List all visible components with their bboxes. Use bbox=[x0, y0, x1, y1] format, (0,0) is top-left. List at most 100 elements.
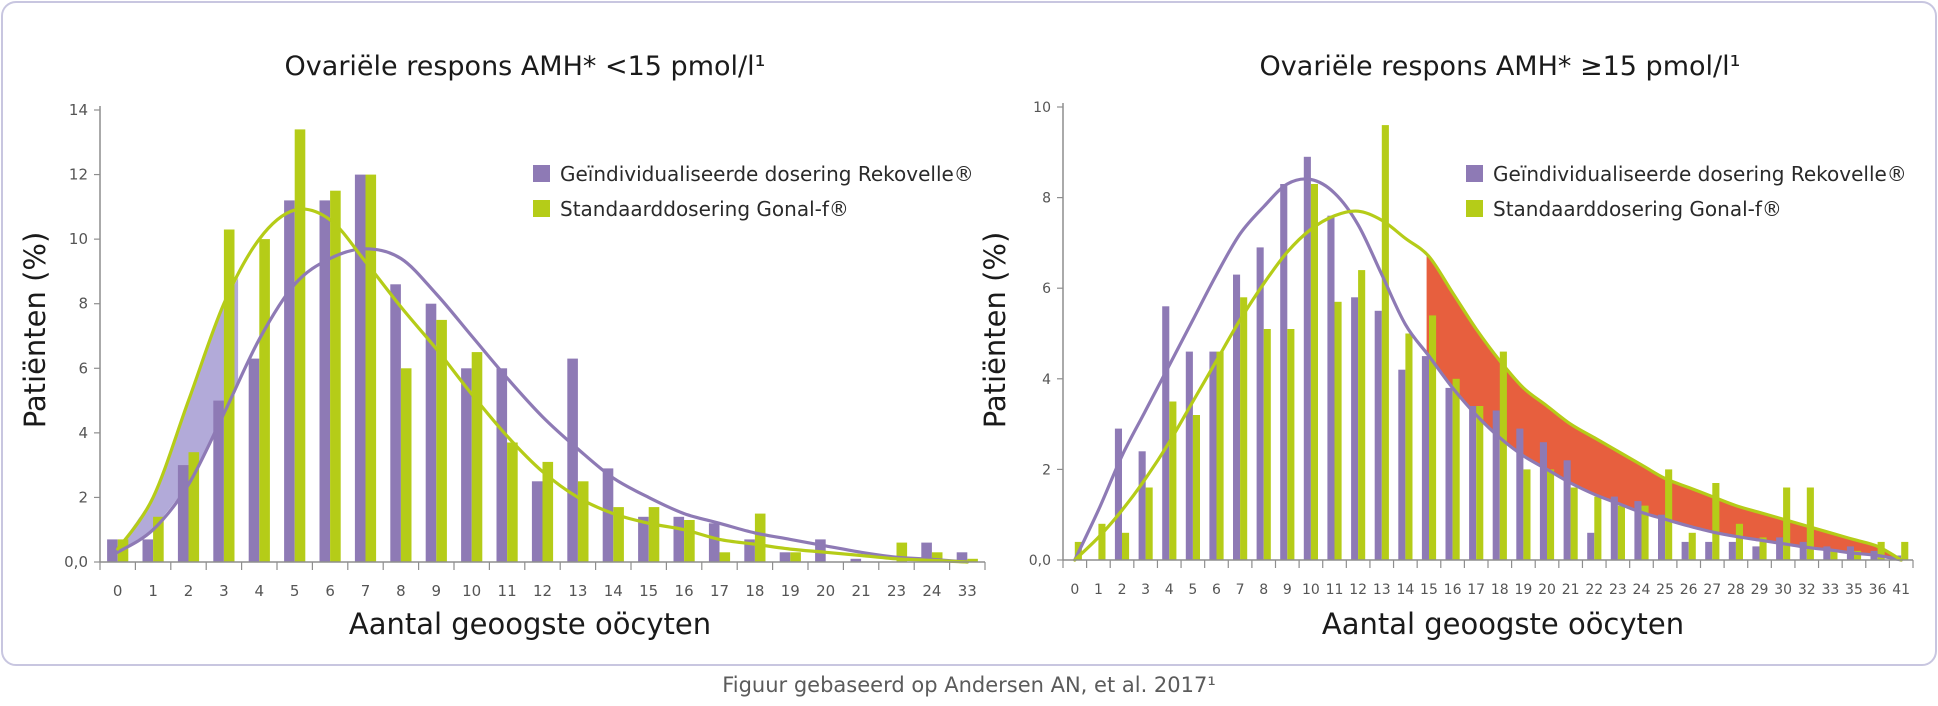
bar-rekovelle-6 bbox=[1209, 351, 1217, 560]
x-axis-label: Aantal geoogste oöcyten bbox=[349, 607, 711, 641]
bar-gonal-f-33 bbox=[967, 558, 978, 562]
bar-gonal-f-10 bbox=[1310, 184, 1318, 560]
bar-gonal-f-25 bbox=[1665, 469, 1673, 560]
chart-panel-amh-high: Ovariële respons AMH* ≥15 pmol/l¹ Patiën… bbox=[978, 51, 1914, 641]
bar-rekovelle-26 bbox=[1681, 541, 1689, 560]
shaded-difference-area bbox=[1426, 254, 1902, 560]
bar-rekovelle-29 bbox=[1752, 546, 1760, 560]
bar-gonal-f-6 bbox=[330, 190, 341, 562]
bar-gonal-f-2 bbox=[188, 452, 200, 562]
legend-label-gonal-f: Standaarddosering Gonal-f® bbox=[1493, 197, 1782, 221]
y-axis-label: Patiënten (%) bbox=[18, 232, 52, 429]
bar-rekovelle-4 bbox=[1162, 306, 1170, 560]
x-tick-label: 6 bbox=[1212, 582, 1221, 598]
bar-gonal-f-8 bbox=[1263, 329, 1271, 560]
legend-swatch-rekovelle bbox=[1466, 165, 1483, 182]
bar-rekovelle-9 bbox=[425, 303, 437, 562]
x-tick-label: 18 bbox=[1491, 582, 1509, 598]
bar-gonal-f-9 bbox=[436, 319, 447, 562]
y-tick-label: 8 bbox=[78, 295, 88, 313]
x-tick-label: 5 bbox=[290, 582, 300, 600]
x-tick-label: 15 bbox=[639, 582, 658, 600]
x-tick-label: 10 bbox=[462, 582, 481, 600]
x-tick-label: 8 bbox=[396, 582, 406, 600]
bar-gonal-f-36 bbox=[1877, 541, 1885, 560]
x-tick-label: 24 bbox=[922, 582, 941, 600]
bar-rekovelle-5 bbox=[1185, 351, 1193, 560]
x-tick-label: 13 bbox=[1373, 582, 1391, 598]
bar-rekovelle-8 bbox=[1256, 247, 1264, 560]
bar-rekovelle-28 bbox=[1728, 541, 1736, 560]
x-tick-label: 0 bbox=[113, 582, 123, 600]
x-tick-label: 9 bbox=[432, 582, 442, 600]
bar-rekovelle-12 bbox=[1351, 297, 1359, 560]
legend-swatch-gonal-f bbox=[533, 200, 550, 217]
bar-rekovelle-13 bbox=[1374, 310, 1382, 560]
bar-gonal-f-41 bbox=[1901, 541, 1909, 560]
bar-rekovelle-7 bbox=[1233, 274, 1241, 560]
x-tick-label: 35 bbox=[1845, 582, 1863, 598]
y-tick-label: 12 bbox=[69, 166, 88, 184]
bar-gonal-f-5 bbox=[294, 129, 306, 562]
y-tick-label: 0,0 bbox=[64, 553, 88, 571]
bar-gonal-f-13 bbox=[1381, 125, 1389, 560]
y-tick-label: 10 bbox=[1033, 100, 1051, 116]
trend-curve-rekovelle bbox=[116, 247, 969, 564]
bar-rekovelle-11 bbox=[1327, 215, 1335, 560]
bar-gonal-f-23 bbox=[1617, 505, 1625, 560]
bar-gonal-f-23 bbox=[896, 542, 908, 562]
legend-label-rekovelle: Geïndividualiseerde dosering Rekovelle® bbox=[560, 162, 974, 186]
bar-gonal-f-12 bbox=[1358, 270, 1366, 560]
x-tick-label: 17 bbox=[1467, 582, 1485, 598]
bar-rekovelle-5 bbox=[284, 200, 295, 562]
x-tick-label: 22 bbox=[1585, 582, 1603, 598]
x-tick-label: 4 bbox=[1165, 582, 1174, 598]
bar-gonal-f-5 bbox=[1192, 415, 1200, 560]
x-tick-label: 23 bbox=[887, 582, 906, 600]
bar-rekovelle-27 bbox=[1705, 541, 1713, 560]
bar-gonal-f-1 bbox=[1098, 523, 1106, 560]
x-tick-label: 11 bbox=[498, 582, 517, 600]
bar-gonal-f-22 bbox=[1594, 496, 1602, 560]
bar-rekovelle-21 bbox=[850, 558, 862, 562]
y-tick-label: 4 bbox=[78, 424, 88, 442]
bar-rekovelle-15 bbox=[1421, 356, 1429, 560]
legend: Geïndividualiseerde dosering Rekovelle® … bbox=[1466, 162, 1907, 221]
bar-rekovelle-2 bbox=[1114, 428, 1122, 560]
bar-gonal-f-2 bbox=[1122, 532, 1130, 560]
bar-gonal-f-17 bbox=[1476, 406, 1484, 560]
x-tick-label: 16 bbox=[1444, 582, 1462, 598]
bar-rekovelle-14 bbox=[602, 468, 614, 562]
y-tick-label: 8 bbox=[1042, 191, 1051, 207]
trend-curve-gonal-f bbox=[1073, 209, 1903, 562]
bar-gonal-f-13 bbox=[577, 481, 589, 562]
bar-rekovelle-4 bbox=[248, 358, 260, 562]
bar-rekovelle-6 bbox=[319, 200, 331, 562]
bar-gonal-f-27 bbox=[1712, 483, 1720, 560]
bar-gonal-f-19 bbox=[1523, 469, 1531, 560]
x-tick-label: 23 bbox=[1609, 582, 1627, 598]
x-tick-label: 28 bbox=[1727, 582, 1745, 598]
bar-rekovelle-13 bbox=[567, 358, 578, 562]
bar-gonal-f-15 bbox=[1429, 315, 1437, 560]
x-tick-label: 12 bbox=[533, 582, 552, 600]
x-tick-label: 36 bbox=[1869, 582, 1887, 598]
bar-gonal-f-6 bbox=[1216, 351, 1224, 560]
x-tick-label: 19 bbox=[781, 582, 800, 600]
y-tick-label: 0,0 bbox=[1029, 553, 1051, 569]
bar-rekovelle-25 bbox=[1658, 514, 1666, 560]
bar-rekovelle-17 bbox=[1469, 406, 1477, 560]
bar-rekovelle-1 bbox=[142, 539, 154, 562]
bar-rekovelle-7 bbox=[354, 174, 366, 562]
x-tick-label: 27 bbox=[1703, 582, 1721, 598]
bar-gonal-f-29 bbox=[1759, 537, 1767, 560]
bar-rekovelle-11 bbox=[496, 368, 508, 562]
legend-swatch-gonal-f bbox=[1466, 200, 1483, 217]
bar-gonal-f-9 bbox=[1287, 329, 1295, 560]
y-axis-label: Patiënten (%) bbox=[978, 232, 1012, 429]
x-tick-label: 3 bbox=[219, 582, 229, 600]
x-tick-label: 21 bbox=[1562, 582, 1580, 598]
